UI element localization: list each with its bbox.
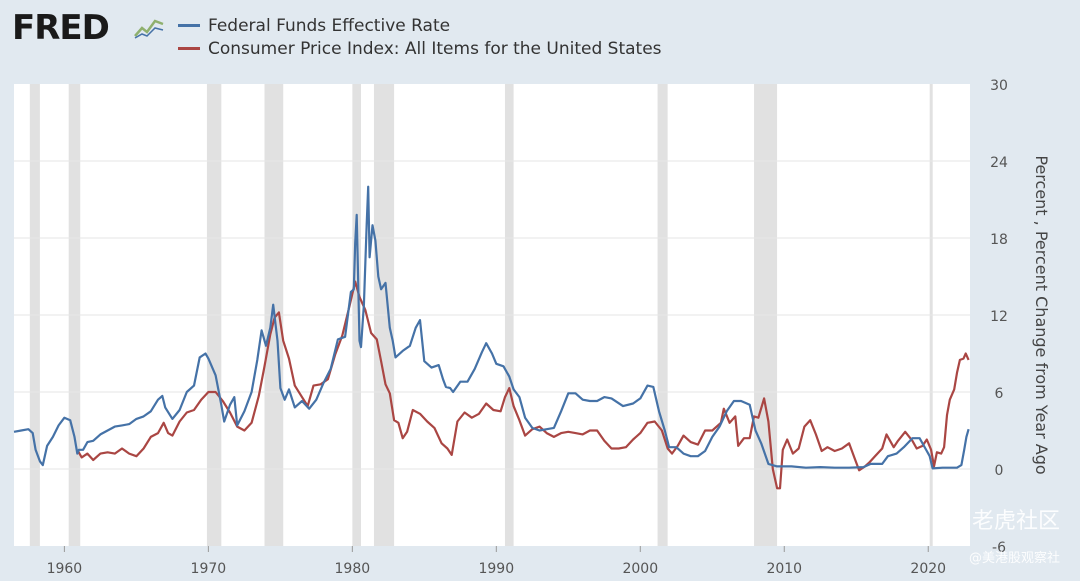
- gridlines: [14, 160, 970, 470]
- fred-logo[interactable]: FRED: [12, 8, 110, 48]
- y-tick-label: 6: [995, 386, 1004, 402]
- chart-legend: Federal Funds Effective Rate Consumer Pr…: [178, 14, 662, 60]
- x-axis-ticks: 1960 1970 1980 1990 2000 2010 2020: [47, 546, 946, 577]
- y-tick-label: 12: [990, 309, 1008, 325]
- chart-logo-icon: [133, 12, 165, 40]
- y-tick-label: 24: [990, 155, 1008, 171]
- y-tick-label: -6: [992, 540, 1006, 556]
- x-tick-label: 1970: [191, 561, 227, 577]
- legend-item-fed-funds[interactable]: Federal Funds Effective Rate: [178, 14, 662, 37]
- legend-label: Federal Funds Effective Rate: [208, 15, 451, 36]
- x-tick-label: 1960: [47, 561, 83, 577]
- y-tick-label: 18: [990, 232, 1008, 248]
- y-axis-ticks: -6 0 6 12 18 24 30: [990, 78, 1008, 556]
- x-tick-label: 2020: [910, 561, 946, 577]
- y-axis-label: Percent , Percent Change from Year Ago: [1032, 155, 1051, 474]
- legend-swatch: [178, 24, 200, 27]
- x-tick-label: 2010: [766, 561, 802, 577]
- x-tick-label: 1990: [478, 561, 514, 577]
- legend-item-cpi[interactable]: Consumer Price Index: All Items for the …: [178, 37, 662, 60]
- x-tick-label: 2000: [622, 561, 658, 577]
- watermark-sub: @美港股观察社: [968, 551, 1060, 566]
- legend-swatch: [178, 47, 200, 50]
- series-line-1[interactable]: [76, 280, 970, 490]
- legend-label: Consumer Price Index: All Items for the …: [208, 38, 662, 59]
- y-tick-label: 30: [990, 78, 1008, 94]
- x-tick-label: 1980: [335, 561, 371, 577]
- series-line-0[interactable]: [13, 185, 970, 470]
- watermark: 老虎社区: [971, 509, 1060, 534]
- series-lines: [13, 185, 970, 490]
- y-tick-label: 0: [995, 463, 1004, 479]
